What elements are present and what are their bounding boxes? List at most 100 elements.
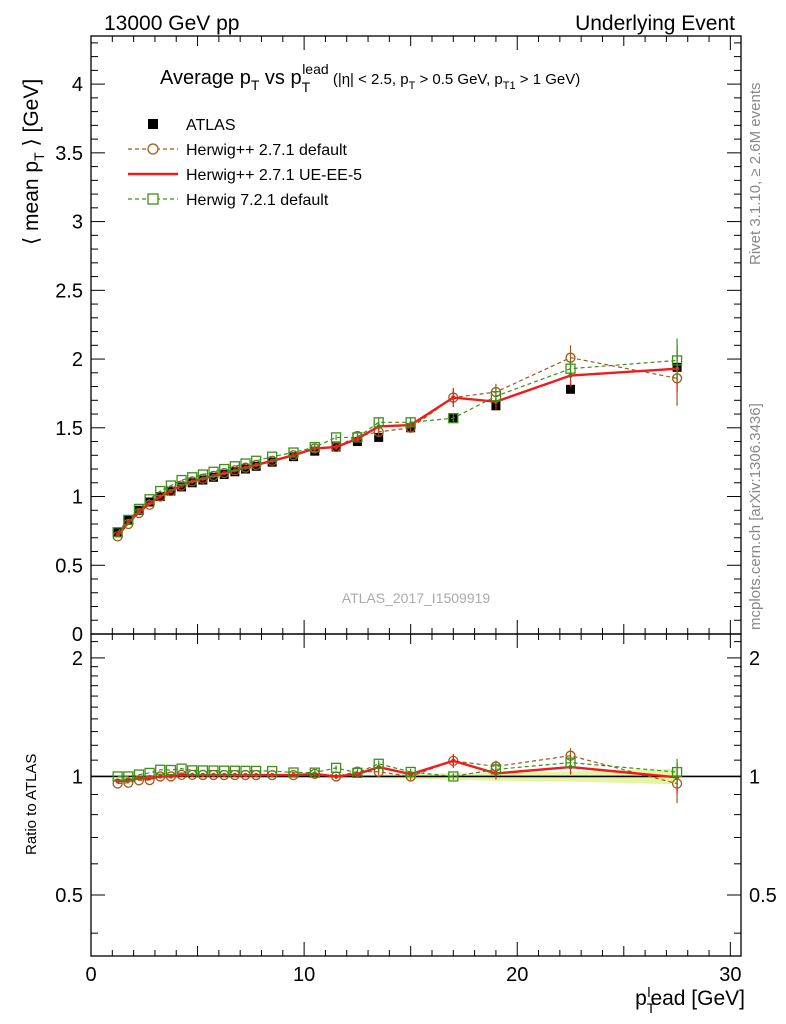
- ratio-point: [123, 777, 134, 788]
- data-point: [144, 494, 155, 505]
- ratio-point: [240, 765, 251, 776]
- ratio-point: [565, 757, 576, 768]
- ratio-y-axis-label: Ratio to ATLAS: [23, 754, 40, 855]
- header-right: Underlying Event: [575, 12, 735, 35]
- data-point: [565, 363, 576, 374]
- ratio-point: [197, 765, 209, 776]
- data-point: [671, 355, 683, 366]
- data-point: [374, 432, 384, 442]
- data-point: [373, 417, 384, 428]
- ratio-point: [123, 771, 134, 782]
- legend-label: ATLAS: [186, 117, 236, 134]
- series-line-2: [116, 367, 678, 536]
- legend-marker: [148, 119, 158, 129]
- y-tick-label: 0.5: [55, 555, 83, 577]
- ratio-point: [352, 767, 363, 778]
- ratio-axes: 0 10 20 300.5 0.51 12 2: [55, 36, 777, 986]
- data-point: [165, 480, 177, 491]
- data-point: [251, 455, 262, 466]
- data-point: [187, 472, 198, 483]
- y-tick-label: 1.5: [55, 418, 83, 440]
- data-point: [333, 444, 339, 450]
- legend-label: Herwig 7.2.1 default: [186, 192, 329, 209]
- ratio-point: [158, 774, 163, 779]
- ratio-point: [405, 766, 416, 778]
- y-tick-label: 0: [72, 624, 83, 646]
- y-tick-label: 3.5: [55, 143, 83, 165]
- ratio-point: [144, 774, 155, 786]
- ratio-point: [448, 771, 459, 782]
- ratio-point: [266, 765, 278, 777]
- ratio-point: [309, 767, 320, 778]
- data-point: [566, 384, 576, 394]
- ratio-point: [219, 765, 230, 776]
- ratio-point: [451, 758, 456, 764]
- data-point: [490, 391, 502, 402]
- data-point: [330, 432, 342, 443]
- data-point: [112, 527, 123, 538]
- data-point: [451, 395, 456, 400]
- ratio-point: [251, 765, 262, 777]
- ratio-point: [155, 764, 166, 775]
- ratio-point: [168, 774, 174, 779]
- ratio-line-3: [117, 762, 678, 778]
- data-point: [176, 480, 187, 491]
- ratio-point: [333, 774, 339, 779]
- ratio-point: [330, 762, 342, 774]
- data-point: [197, 469, 209, 480]
- data-point: [288, 447, 299, 458]
- data-point: [123, 514, 134, 526]
- ratio-point: [229, 765, 241, 776]
- main-series-layer: [112, 338, 683, 542]
- data-point: [115, 532, 120, 538]
- data-point: [309, 441, 320, 453]
- legend-label: Herwig++ 2.7.1 UE-EE-5: [186, 167, 362, 184]
- ratio-point: [112, 771, 123, 782]
- ratio-y-tick-label-right: 2: [749, 648, 760, 670]
- ratio-y-tick-label: 1: [72, 766, 83, 788]
- y-tick-label: 3: [72, 212, 83, 234]
- ratio-point: [187, 765, 198, 776]
- ratio-plot-frame: [90, 633, 742, 957]
- ratio-point: [288, 767, 299, 778]
- x-tick-label: 10: [293, 964, 315, 986]
- ratio-point: [671, 766, 683, 778]
- x-axis-label: pTlead [GeV]: [635, 984, 745, 1016]
- x-tick-label: 30: [719, 964, 741, 986]
- ratio-point: [291, 772, 296, 778]
- ratio-point: [373, 758, 384, 769]
- ratio-point: [165, 764, 177, 776]
- mcplots-label: mcplots.cern.ch [arXiv:1306.3436]: [747, 403, 764, 630]
- x-tick-label: 0: [85, 964, 96, 986]
- ratio-y-tick-label: 0.5: [55, 885, 83, 907]
- analysis-watermark: ATLAS_2017_I1509919: [342, 590, 491, 606]
- data-point: [352, 432, 363, 443]
- y-tick-label: 2.5: [55, 280, 83, 302]
- data-point: [208, 466, 219, 477]
- chart-title: Average pT vs pTlead (|η| < 2.5, pT > 0.…: [160, 61, 580, 95]
- y-tick-label: 4: [72, 74, 83, 96]
- ratio-point: [133, 769, 145, 780]
- header-left: 13000 GeV pp: [104, 12, 239, 35]
- ratio-y-tick-label-right: 1: [749, 766, 760, 788]
- ratio-point: [144, 767, 155, 779]
- rivet-label: Rivet 3.1.10, ≥ 2.6M events: [747, 83, 764, 266]
- series-line-1: [117, 357, 678, 537]
- data-point: [165, 485, 177, 497]
- x-tick-label: 20: [506, 964, 528, 986]
- ratio-y-tick-label: 2: [72, 648, 83, 670]
- data-point: [291, 453, 296, 458]
- data-point: [133, 503, 145, 515]
- data-point: [405, 417, 416, 428]
- data-point: [144, 499, 155, 510]
- y-tick-label: 2: [72, 349, 83, 371]
- ratio-point: [147, 776, 152, 781]
- series-line-3: [117, 359, 678, 533]
- legend-marker: [147, 143, 159, 155]
- legend-label: Herwig++ 2.7.1 default: [186, 142, 348, 159]
- ratio-y-tick-label-right: 0.5: [749, 885, 777, 907]
- data-point: [266, 451, 278, 462]
- data-point: [176, 474, 187, 486]
- data-point: [448, 413, 459, 424]
